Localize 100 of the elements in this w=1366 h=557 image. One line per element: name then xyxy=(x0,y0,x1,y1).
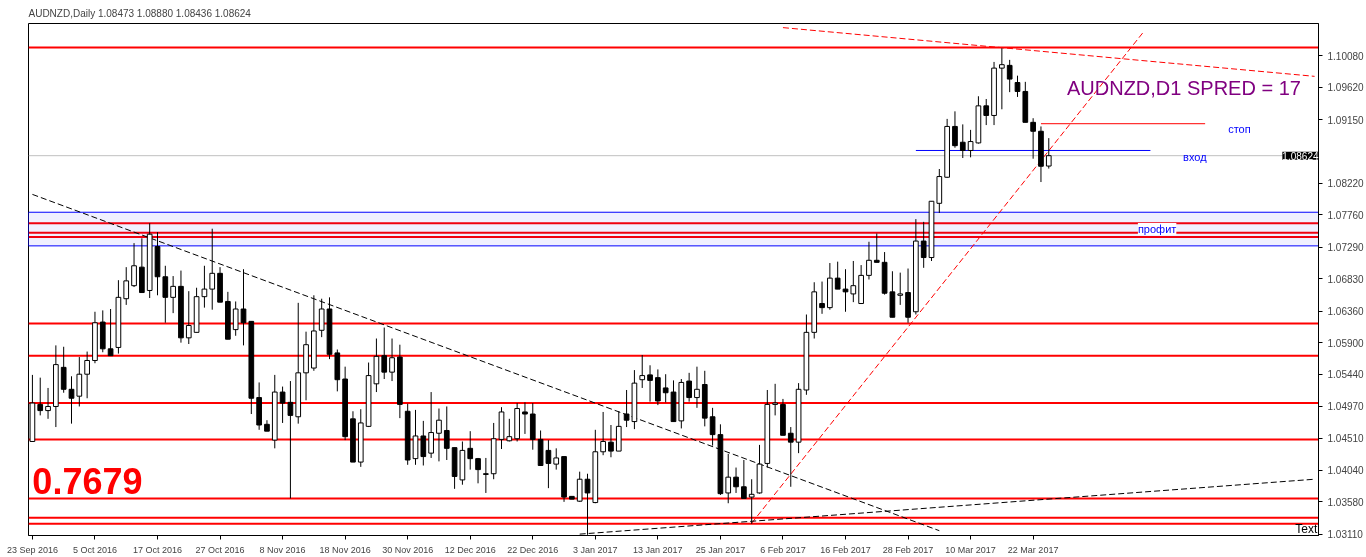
candlestick xyxy=(467,430,474,471)
x-tick-label: 18 Nov 2016 xyxy=(319,544,371,555)
y-tick-label: 1.03580 xyxy=(1327,496,1365,508)
candlestick xyxy=(412,409,419,466)
y-tick-label: 1.06830 xyxy=(1327,273,1365,285)
candlestick xyxy=(608,424,614,458)
y-tick-label: 1.04970 xyxy=(1327,401,1365,413)
candlestick xyxy=(952,110,958,149)
ref-line-label: 1.08624 xyxy=(1282,150,1319,162)
candlestick xyxy=(733,467,739,494)
candlestick xyxy=(897,272,904,306)
candlestick xyxy=(553,447,560,471)
candlestick xyxy=(850,260,857,303)
candlestick xyxy=(170,275,176,314)
x-tick-label: 23 Sep 2016 xyxy=(6,544,58,555)
candlestick xyxy=(686,372,692,403)
candlestick xyxy=(522,401,528,435)
candlestick xyxy=(772,383,778,416)
y-tick-label: 1.10080 xyxy=(1327,50,1365,62)
y-tick-label: 1.09150 xyxy=(1327,114,1365,126)
y-tick-label: 1.07760 xyxy=(1327,209,1365,221)
chart-title: AUDNZD,Daily 1.08473 1.08880 1.08436 1.08624 xyxy=(28,7,252,19)
x-tick-label: 3 Jan 2017 xyxy=(573,544,618,555)
candlestick xyxy=(725,453,732,504)
candlestick xyxy=(37,377,44,416)
candlestick xyxy=(443,405,450,461)
x-tick-label: 27 Oct 2016 xyxy=(195,544,245,555)
candlestick xyxy=(240,268,247,346)
x-tick-label: 12 Dec 2016 xyxy=(444,544,496,555)
candlestick xyxy=(866,241,872,280)
candlestick xyxy=(842,268,849,313)
candlestick xyxy=(787,426,794,488)
candlestick xyxy=(576,471,583,503)
candlestick xyxy=(983,98,990,126)
candlestick xyxy=(84,351,90,399)
candlestick xyxy=(709,407,716,447)
x-tick-label: 17 Oct 2016 xyxy=(132,544,183,555)
candlestick xyxy=(1006,59,1013,93)
x-tick-label: 30 Nov 2016 xyxy=(382,544,434,555)
candlestick xyxy=(232,300,239,337)
candlestick xyxy=(1045,137,1052,170)
candlestick xyxy=(1030,117,1036,160)
annotation: стоп xyxy=(1228,122,1251,135)
annotation: Text xyxy=(1295,521,1318,536)
candlestick xyxy=(834,261,841,290)
y-tick-label: 1.05440 xyxy=(1327,369,1365,381)
y-tick-label: 1.04510 xyxy=(1327,433,1365,445)
y-tick-label: 1.09620 xyxy=(1327,82,1365,94)
candlestick xyxy=(662,373,669,403)
candlestick xyxy=(389,338,395,382)
y-tick-label: 1.03110 xyxy=(1327,529,1364,541)
candlestick xyxy=(600,411,606,456)
candlestick xyxy=(60,346,67,394)
candlestick xyxy=(428,391,434,459)
candlestick xyxy=(420,420,427,466)
candlestick xyxy=(694,366,700,409)
candlestick xyxy=(819,281,825,315)
candlestick xyxy=(185,290,192,345)
y-tick-label: 1.05900 xyxy=(1327,337,1365,349)
candlestick xyxy=(741,459,747,499)
y-tick-label: 1.07290 xyxy=(1327,242,1365,254)
candlestick xyxy=(647,364,653,403)
candlestick xyxy=(381,327,388,380)
candlestick xyxy=(999,47,1005,110)
x-tick-label: 13 Jan 2017 xyxy=(633,544,683,555)
annotation: вход xyxy=(1183,151,1208,164)
candlestick xyxy=(318,298,325,338)
candlestick xyxy=(475,457,481,484)
candlestick xyxy=(655,368,661,406)
candlestick xyxy=(131,242,137,288)
y-tick-label: 1.06360 xyxy=(1327,306,1365,318)
candlestick xyxy=(959,123,966,159)
candlestick xyxy=(639,354,646,389)
candlestick xyxy=(162,265,169,324)
x-tick-label: 25 Jan 2017 xyxy=(695,544,746,555)
band-label: профит xyxy=(1137,223,1177,236)
annotation: AUDNZD,D1 SPRED = 17 xyxy=(1066,76,1301,99)
x-tick-label: 8 Nov 2016 xyxy=(259,544,306,555)
x-tick-label: 22 Dec 2016 xyxy=(507,544,559,555)
y-tick-label: 1.04040 xyxy=(1327,465,1365,477)
candlestick xyxy=(920,221,927,269)
x-tick-label: 5 Oct 2016 xyxy=(72,544,117,555)
candlestick xyxy=(107,308,114,357)
candlestick xyxy=(68,375,75,425)
x-tick-label: 10 Mar 2017 xyxy=(945,544,996,555)
candlestick xyxy=(123,266,130,306)
candlestick xyxy=(201,265,208,309)
x-tick-label: 28 Feb 2017 xyxy=(882,544,934,555)
candlestick xyxy=(873,233,880,263)
candlestick xyxy=(436,408,442,462)
x-tick-label: 6 Feb 2017 xyxy=(760,544,806,555)
candlestick xyxy=(1014,75,1021,98)
candlestick xyxy=(45,387,51,420)
candlestick xyxy=(76,356,83,407)
x-tick-label: 22 Mar 2017 xyxy=(1007,544,1059,555)
candlestick xyxy=(483,457,489,494)
candlestick xyxy=(209,228,216,311)
y-tick-label: 1.08220 xyxy=(1327,178,1365,190)
annotation: 0.7679 xyxy=(32,460,143,502)
x-tick-label: 16 Feb 2017 xyxy=(820,544,871,555)
